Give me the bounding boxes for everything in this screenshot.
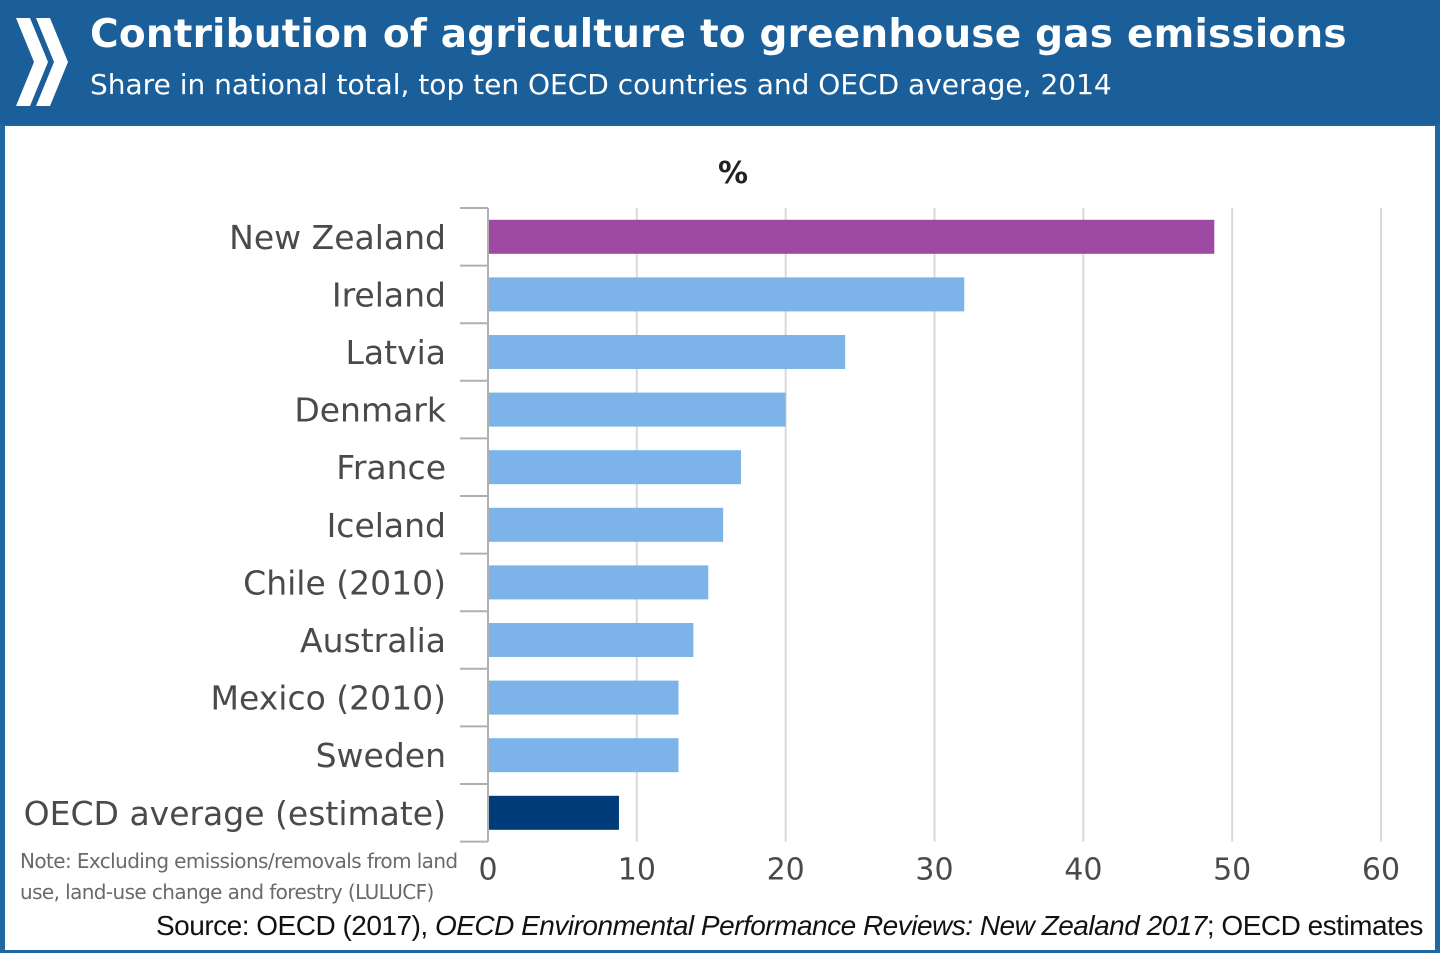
bar-latvia — [489, 335, 846, 369]
chart-source: Source: OECD (2017), OECD Environmental … — [156, 910, 1423, 942]
chart-note: Note: Excluding emissions/removals from … — [20, 849, 458, 904]
x-tick-label-60: 60 — [1362, 853, 1400, 888]
x-tick-label-10: 10 — [618, 853, 656, 888]
bar-oecd-average-estimate — [489, 795, 619, 830]
category-label-oecd-average-estimate: OECD average (estimate) — [24, 794, 446, 833]
bar-ireland — [489, 277, 965, 312]
source-title: OECD Environmental Performance Reviews: … — [434, 910, 1207, 941]
category-label-france: France — [336, 448, 446, 487]
x-tick-label-30: 30 — [915, 853, 953, 888]
bar-denmark — [489, 392, 786, 427]
chart-header: Contribution of agriculture to greenhous… — [0, 0, 1440, 124]
unit-label: % — [718, 156, 748, 191]
category-label-latvia: Latvia — [346, 333, 446, 372]
bar-sweden — [489, 738, 679, 773]
source-prefix: Source: OECD (2017), — [156, 910, 435, 941]
category-label-chile-2010: Chile (2010) — [243, 563, 446, 602]
category-label-denmark: Denmark — [294, 391, 447, 430]
category-axis — [460, 207, 489, 843]
x-tick-label-0: 0 — [478, 853, 497, 888]
source-suffix: ; OECD estimates — [1206, 910, 1424, 941]
bars — [489, 219, 1215, 830]
chart-title: Contribution of agriculture to greenhous… — [90, 12, 1347, 57]
bar-new-zealand — [489, 219, 1215, 254]
x-tick-label-20: 20 — [767, 853, 805, 888]
bar-mexico-2010 — [489, 680, 679, 715]
category-labels: New Zealand Ireland Latvia Denmark France Ice… — [24, 218, 447, 833]
category-label-sweden: Sweden — [316, 736, 446, 775]
oecd-chevron-icon — [16, 18, 68, 106]
x-tick-label-40: 40 — [1064, 853, 1102, 888]
x-tick-label-50: 50 — [1213, 853, 1251, 888]
category-label-iceland: Iceland — [327, 506, 446, 545]
bar-australia — [489, 623, 694, 657]
category-label-mexico-2010: Mexico (2010) — [211, 679, 446, 718]
category-label-ireland: Ireland — [332, 275, 446, 314]
category-label-new-zealand: New Zealand — [229, 218, 446, 257]
bar-iceland — [489, 507, 724, 542]
x-tick-labels: 0 10 20 30 40 50 60 — [478, 853, 1400, 888]
chart-subtitle: Share in national total, top ten OECD co… — [90, 68, 1112, 101]
category-label-australia: Australia — [300, 621, 446, 660]
bar-chile-2010 — [489, 565, 709, 600]
bar-france — [489, 450, 742, 485]
